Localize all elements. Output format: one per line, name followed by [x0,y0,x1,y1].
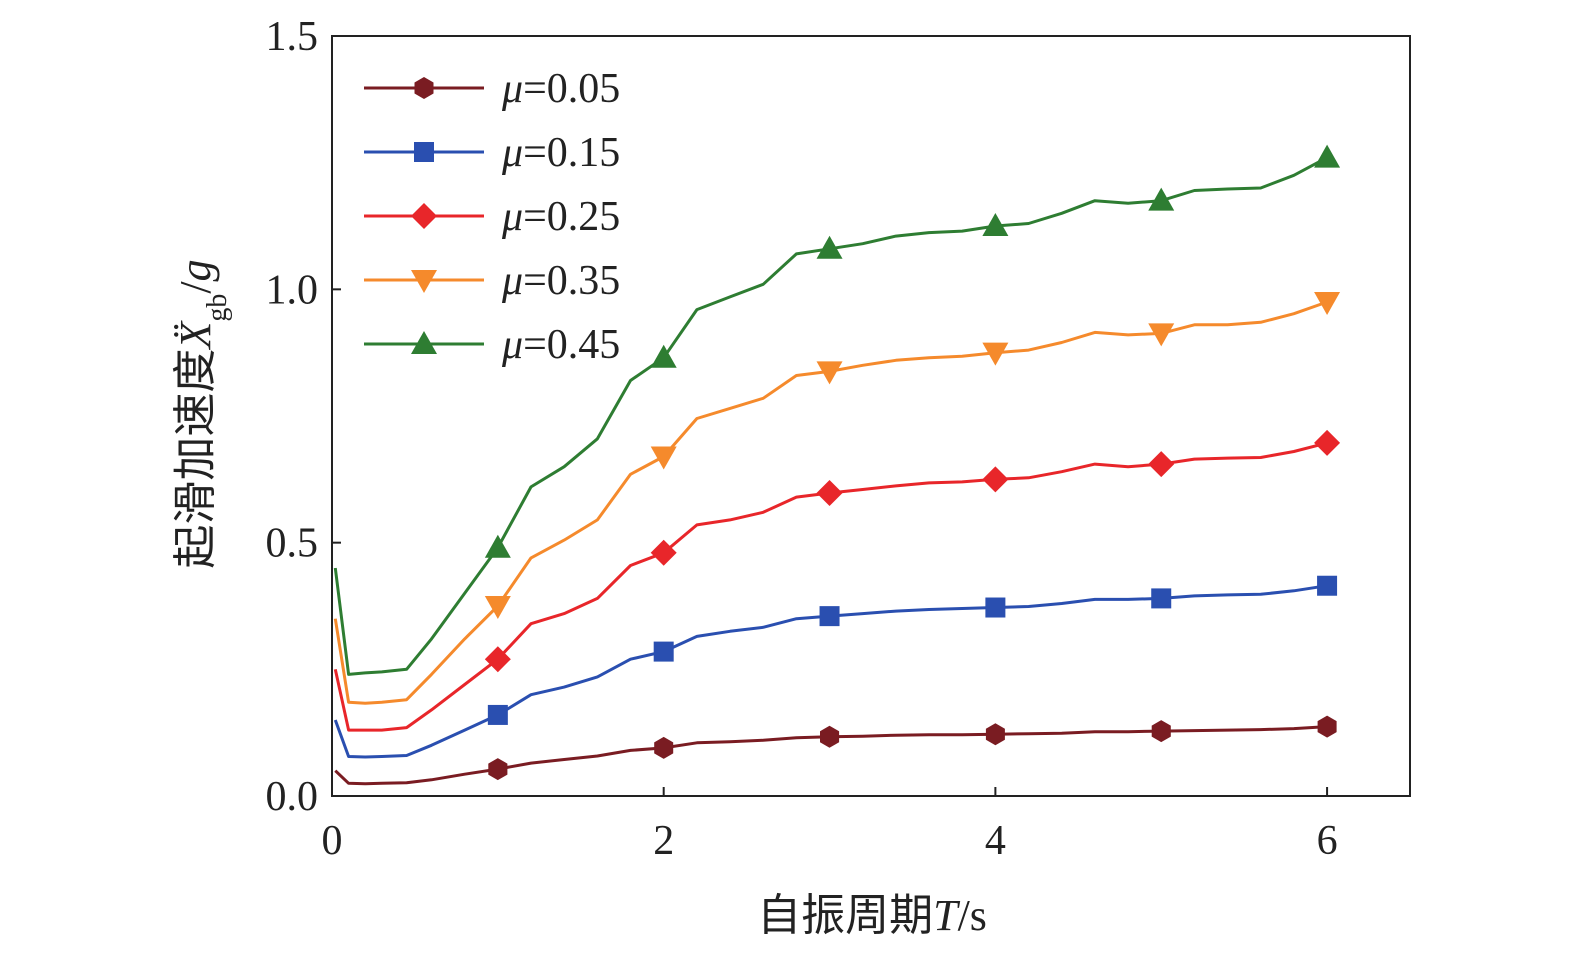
legend-symbol: μ [501,322,523,368]
legend-marker [414,77,434,99]
legend-marker [414,142,434,162]
legend-item: μ=0.25 [364,194,620,240]
series-line [333,156,1328,676]
series-0 [334,715,1337,786]
data-point-marker [985,723,1005,746]
x-tick-label: 4 [985,818,1006,864]
legend-symbol: μ [501,66,523,112]
legend-item: μ=0.35 [364,258,620,304]
legend-marker [411,203,437,229]
legend-marker [411,331,437,354]
data-point-marker [1314,429,1341,456]
data-point-marker [1151,588,1172,609]
data-point-marker [1148,187,1175,211]
data-point-marker [653,641,674,662]
legend-label: μ=0.15 [501,130,620,176]
data-point-marker [982,342,1009,366]
y-tick-label: 0.5 [266,521,319,567]
legend-item: μ=0.15 [364,130,620,176]
data-point-marker [1317,715,1337,738]
series-line [333,584,1328,759]
data-point-marker [982,466,1009,493]
data-point-marker [816,235,843,259]
data-point-marker [819,606,840,627]
data-point-marker [816,361,843,385]
series-3 [333,292,1341,705]
data-point-marker [487,704,508,725]
data-point-marker [654,736,674,759]
data-point-marker [1148,451,1175,478]
data-point-marker [1148,323,1175,347]
data-point-marker [650,539,677,566]
data-point-marker [816,480,843,507]
y-tick-label: 1.5 [266,14,319,60]
data-point-marker [985,597,1006,618]
series-layer [333,144,1341,786]
legend-label: μ=0.25 [501,194,620,240]
data-point-marker [820,725,840,748]
legend: μ=0.05μ=0.15μ=0.25μ=0.35μ=0.45 [364,66,620,368]
data-point-marker [1151,720,1171,743]
legend-item: μ=0.05 [364,66,620,112]
data-point-marker [650,446,677,470]
series-1 [333,575,1338,759]
data-point-marker [1317,575,1338,596]
data-point-marker [484,596,511,619]
y-axis-title: 起滑加速度Ẍgb/g [171,259,233,568]
legend-label: μ=0.35 [501,258,620,304]
data-point-marker [1314,144,1341,168]
legend-marker [411,270,437,293]
legend-value: =0.05 [523,66,620,112]
y-tick-label: 0.0 [266,774,319,820]
data-point-marker [982,213,1009,236]
legend-symbol: μ [501,194,523,240]
legend-value: =0.45 [523,322,620,368]
legend-symbol: μ [501,258,523,304]
x-tick-label: 6 [1317,818,1338,864]
data-point-marker [650,344,677,368]
legend-value: =0.15 [523,130,620,176]
x-axis-title: 自振周期T/s [757,891,987,940]
legend-symbol: μ [501,130,523,176]
legend-value: =0.35 [523,258,620,304]
plot-frame [331,35,1411,797]
x-tick-label: 2 [653,818,674,864]
legend-label: μ=0.45 [501,322,620,368]
data-point-marker [488,758,508,781]
data-point-marker [1314,292,1341,315]
series-line [333,300,1328,705]
data-point-marker [484,646,511,673]
axes-layer: 0 2 4 6 0.0 0.5 1.0 1.5 [266,14,1338,864]
legend-label: μ=0.05 [501,66,620,112]
series-4 [333,144,1341,676]
x-tick-label: 0 [322,818,343,864]
data-point-marker [484,534,511,558]
series-2 [333,429,1341,732]
series-line [334,725,1328,786]
legend-item: μ=0.45 [364,322,620,368]
plot-border [331,35,1411,797]
legend-value: =0.25 [523,194,620,240]
y-tick-label: 1.0 [266,267,319,313]
